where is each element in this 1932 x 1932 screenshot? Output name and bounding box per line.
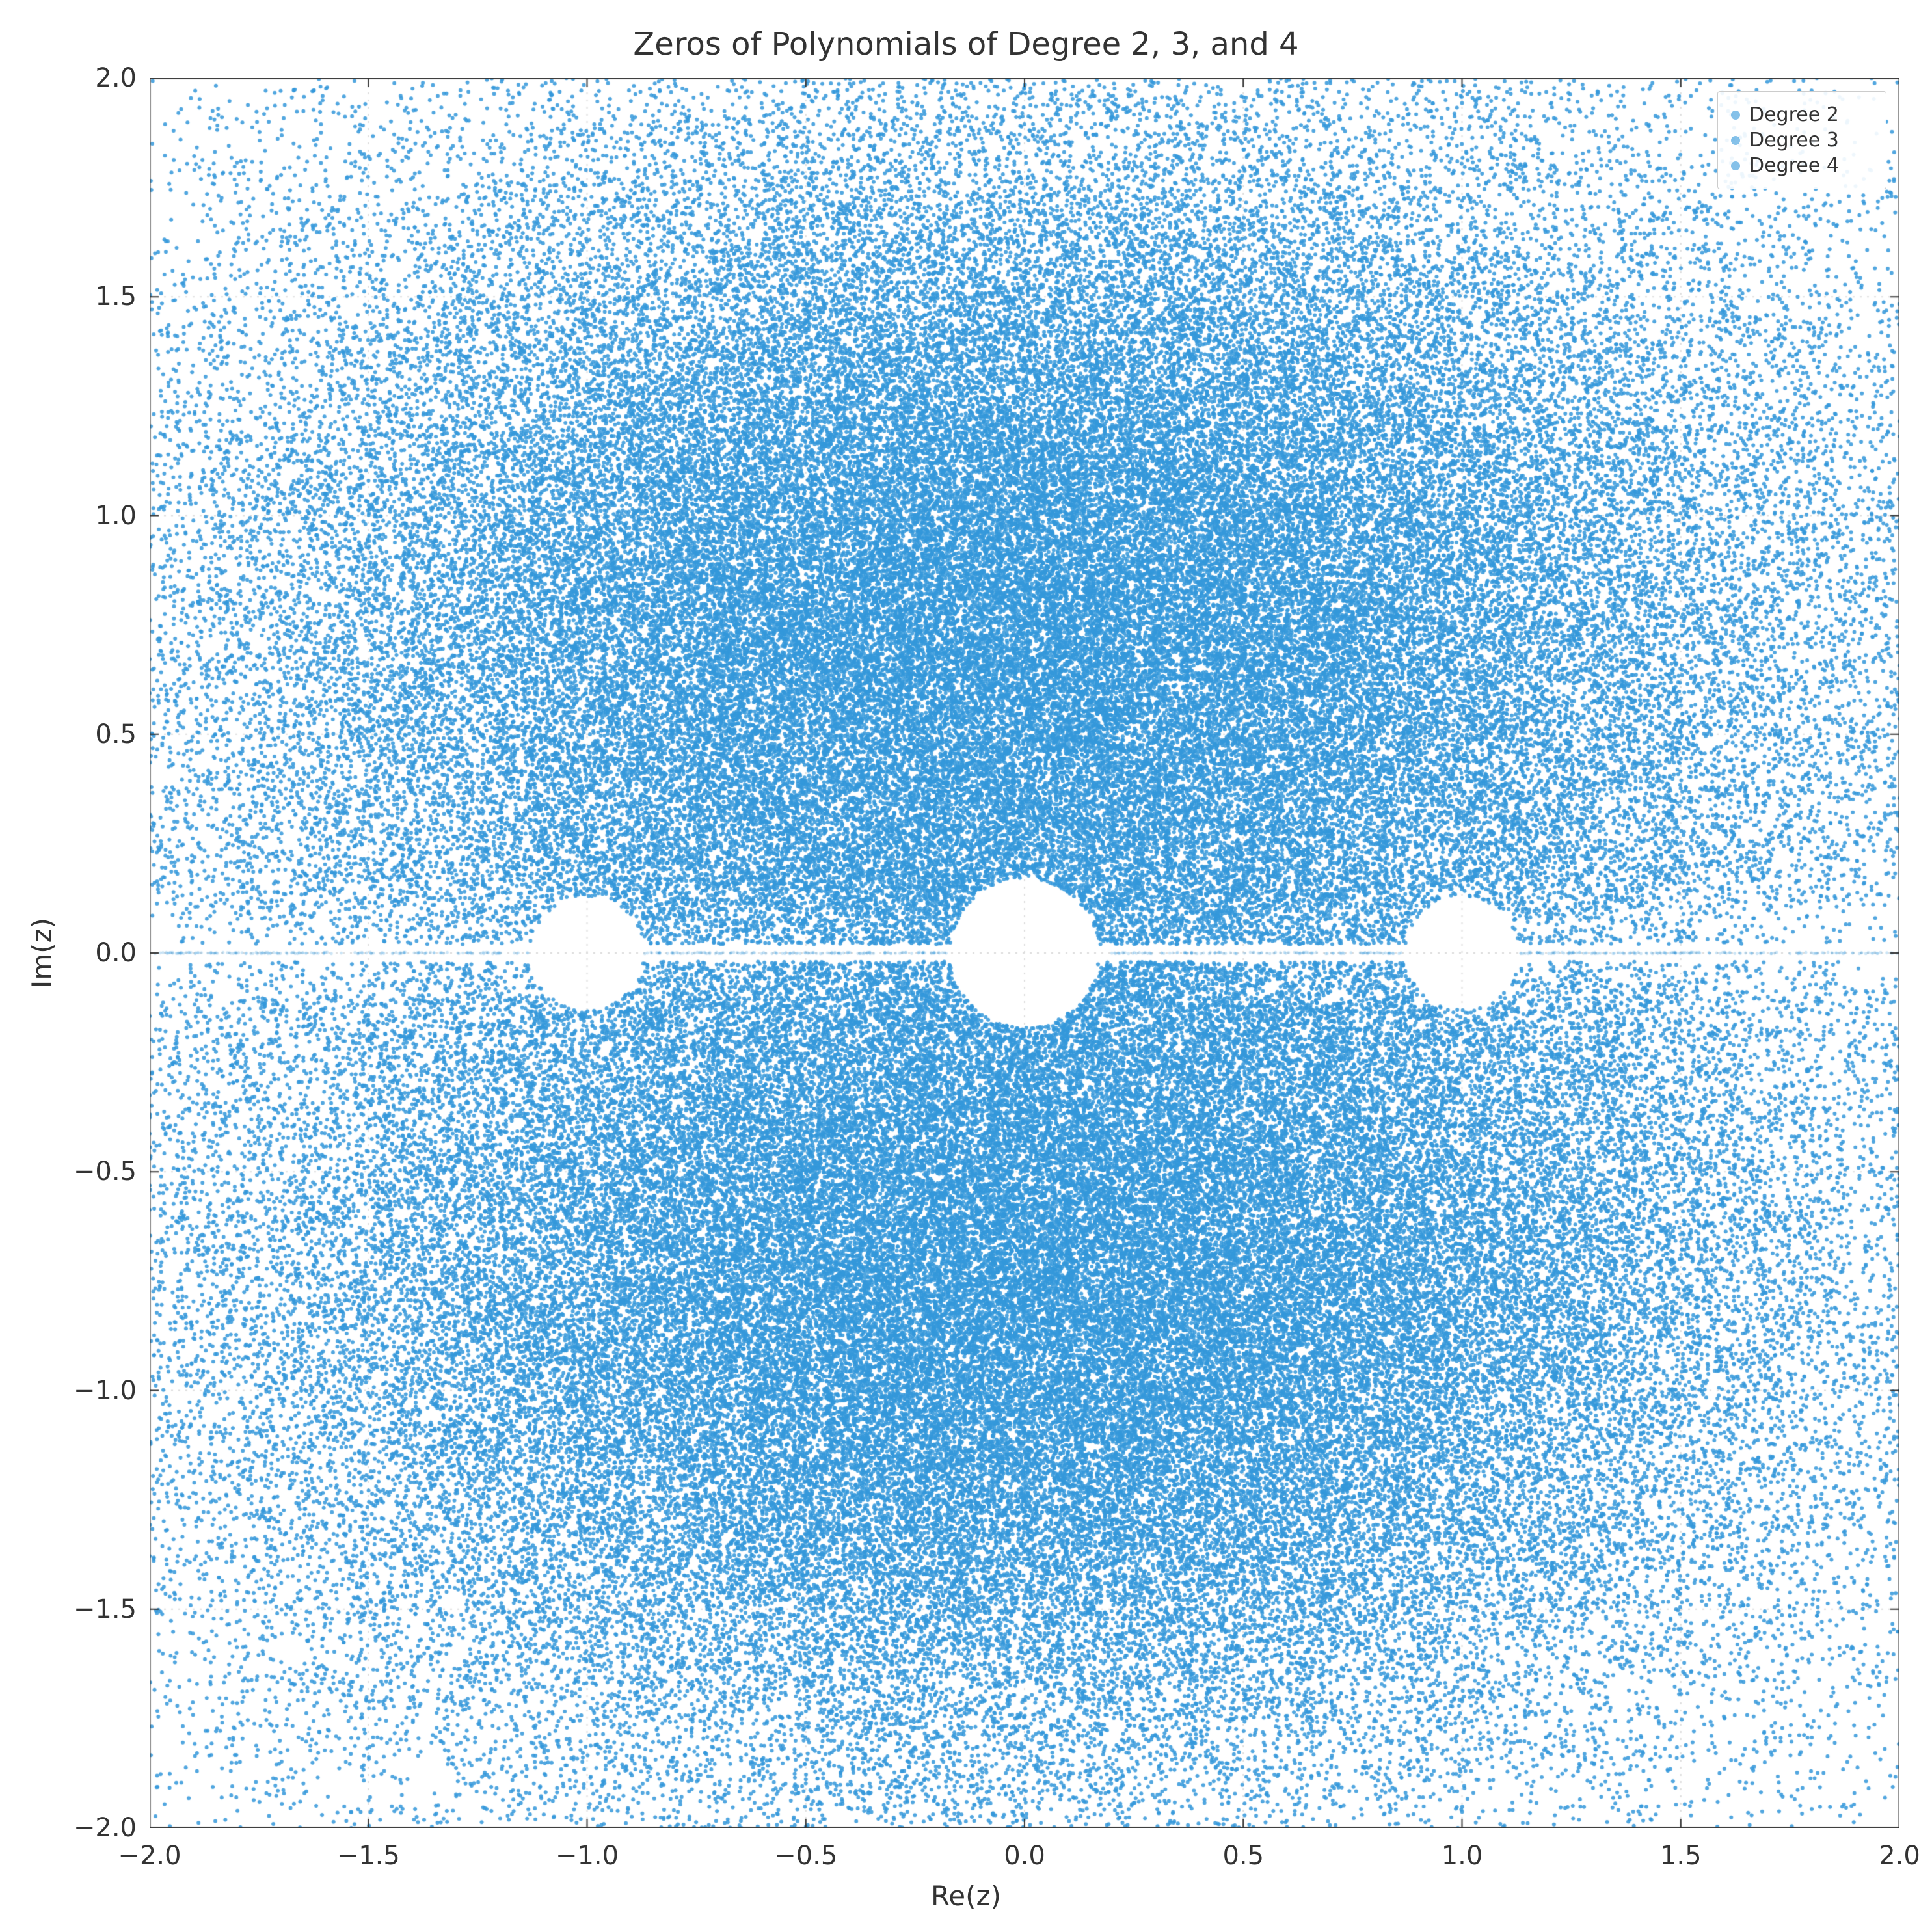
legend-label: Degree 3 — [1749, 129, 1839, 152]
scatter-canvas — [150, 78, 1899, 1828]
figure: Zeros of Polynomials of Degree 2, 3, and… — [0, 0, 1932, 1932]
x-tick-label: 1.0 — [1442, 1841, 1483, 1871]
x-tick-label: 0.0 — [1004, 1841, 1045, 1871]
x-tick-label: −1.5 — [337, 1841, 400, 1871]
plot-area — [150, 78, 1899, 1828]
legend-item-degree-4: Degree 4 — [1731, 154, 1873, 177]
y-tick-label: 1.5 — [46, 282, 137, 312]
legend: Degree 2 Degree 3 Degree 4 — [1717, 91, 1886, 189]
x-axis-label: Re(z) — [0, 1880, 1932, 1912]
x-tick-label: 2.0 — [1879, 1841, 1920, 1871]
x-tick-label: −2.0 — [118, 1841, 181, 1871]
y-tick-label: 1.0 — [46, 501, 137, 531]
y-axis-label: Im(z) — [26, 78, 58, 1828]
legend-marker-icon — [1731, 136, 1740, 145]
legend-label: Degree 2 — [1749, 103, 1839, 126]
legend-item-degree-3: Degree 3 — [1731, 129, 1873, 152]
y-tick-label: −1.0 — [46, 1376, 137, 1406]
x-tick-label: −1.0 — [556, 1841, 619, 1871]
x-tick-label: 1.5 — [1660, 1841, 1702, 1871]
x-tick-label: 0.5 — [1222, 1841, 1264, 1871]
y-tick-label: −1.5 — [46, 1594, 137, 1624]
legend-item-degree-2: Degree 2 — [1731, 103, 1873, 126]
y-tick-label: −2.0 — [46, 1813, 137, 1843]
y-tick-label: 0.0 — [46, 938, 137, 968]
legend-marker-icon — [1731, 161, 1740, 170]
y-tick-label: 2.0 — [46, 63, 137, 93]
y-tick-label: −0.5 — [46, 1157, 137, 1187]
legend-label: Degree 4 — [1749, 154, 1839, 177]
legend-marker-icon — [1731, 111, 1740, 120]
chart-title: Zeros of Polynomials of Degree 2, 3, and… — [0, 26, 1932, 62]
x-tick-label: −0.5 — [774, 1841, 837, 1871]
y-tick-label: 0.5 — [46, 719, 137, 749]
